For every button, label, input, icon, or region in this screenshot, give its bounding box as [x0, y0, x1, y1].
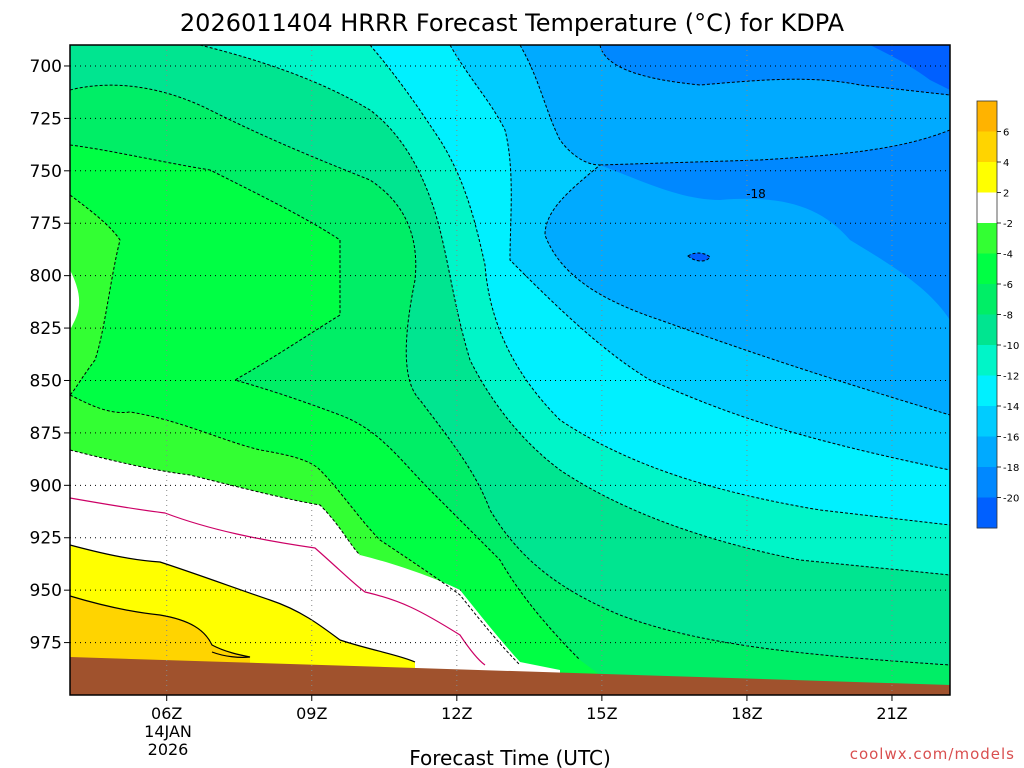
y-tick-label: 800 [30, 267, 62, 287]
colorbar-swatch [977, 192, 997, 224]
y-tick-label: 925 [30, 529, 62, 549]
contour-m18-b [599, 129, 951, 166]
contour-p2 [69, 544, 416, 663]
y-tick-label: 975 [30, 634, 62, 654]
plot-frame [69, 44, 951, 696]
colorbar-tick-label: 4 [1003, 158, 1009, 169]
colorbar-tick-label: -8 [1003, 311, 1013, 322]
contour-m12 [369, 44, 951, 526]
colorbar-swatch [977, 101, 997, 132]
colorbar-tick-label: -18 [1003, 463, 1019, 474]
contour-m2 [69, 449, 361, 556]
colorbar-tick-label: -14 [1003, 402, 1019, 413]
contour-m4 [69, 194, 121, 396]
y-tick-label: 750 [30, 162, 62, 182]
y-tick-label: 725 [30, 109, 62, 129]
colorbar-swatch [977, 162, 997, 193]
colorbar-swatch [977, 253, 997, 285]
y-tick-label: 825 [30, 319, 62, 339]
contour-m14 [449, 44, 951, 471]
contour-m6 [69, 144, 581, 661]
colorbar-tick-label: -12 [1003, 372, 1019, 383]
colorbar-tick-label: -6 [1003, 280, 1013, 291]
x-date-label-day: 14JAN [144, 722, 192, 741]
x-axis-label: Forecast Time (UTC) [409, 746, 611, 768]
colorbar-swatch [977, 497, 997, 529]
contour-m10 [199, 44, 951, 576]
contour-m16 [519, 44, 951, 416]
colorbar-tick-label: -10 [1003, 341, 1019, 352]
x-date-label-year: 2026 [148, 740, 189, 759]
y-tick-label: 775 [30, 214, 62, 234]
plot-area [69, 44, 951, 696]
x-axis: 06Z 09Z 12Z 15Z 18Z 21Z [151, 695, 908, 723]
y-tick-label: 700 [30, 57, 62, 77]
colorbar-swatch [977, 131, 997, 163]
y-axis: 700 725 750 775 800 825 850 875 900 925 950 975 [30, 57, 70, 654]
contour-m4-b [69, 394, 521, 666]
colorbar-tick-label: 6 [1003, 128, 1009, 139]
colorbar: 6 4 2 -2 -4 -6 -8 -10 -12 -14 -16 -18 -20 [976, 100, 1019, 529]
x-tick-label: 09Z [296, 704, 327, 723]
ground-surface [70, 657, 950, 695]
colorbar-tick-label: -2 [1003, 219, 1013, 230]
chart-title: 2026011404 HRRR Forecast Temperature (°C… [180, 9, 845, 37]
colorbar-tick-label: 2 [1003, 189, 1009, 200]
y-tick-label: 875 [30, 424, 62, 444]
contour-label: -18 [746, 187, 766, 201]
colorbar-tick-label: -4 [1003, 250, 1013, 261]
colorbar-swatch [977, 406, 997, 437]
x-tick-label: 18Z [731, 704, 762, 723]
x-tick-label: 12Z [441, 704, 472, 723]
x-tick-label: 15Z [586, 704, 617, 723]
contour-m18-core [687, 252, 711, 262]
colorbar-tick-label: -16 [1003, 433, 1019, 444]
colorbar-tick-label: -20 [1003, 494, 1019, 505]
colorbar-swatch [977, 345, 997, 376]
colorbar-swatch [977, 284, 997, 315]
colorbar-swatch [977, 314, 997, 346]
contour-lines [69, 44, 951, 666]
colorbar-swatch [977, 436, 997, 468]
colorbar-swatch [977, 467, 997, 498]
credit-link[interactable]: coolwx.com/models [850, 745, 1015, 763]
y-tick-label: 900 [30, 476, 62, 496]
band-m4-m2 [70, 195, 120, 690]
freezing-line [69, 497, 486, 666]
grid-lines [70, 45, 950, 695]
y-tick-label: 950 [30, 581, 62, 601]
y-tick-label: 850 [30, 371, 62, 391]
colorbar-swatch [977, 375, 997, 407]
contour-m8 [69, 84, 951, 666]
band-white-nose [70, 270, 80, 330]
contour-m18 [599, 44, 951, 96]
x-tick-label: 06Z [151, 704, 182, 723]
colorbar-swatch [977, 223, 997, 254]
x-tick-label: 21Z [876, 704, 907, 723]
